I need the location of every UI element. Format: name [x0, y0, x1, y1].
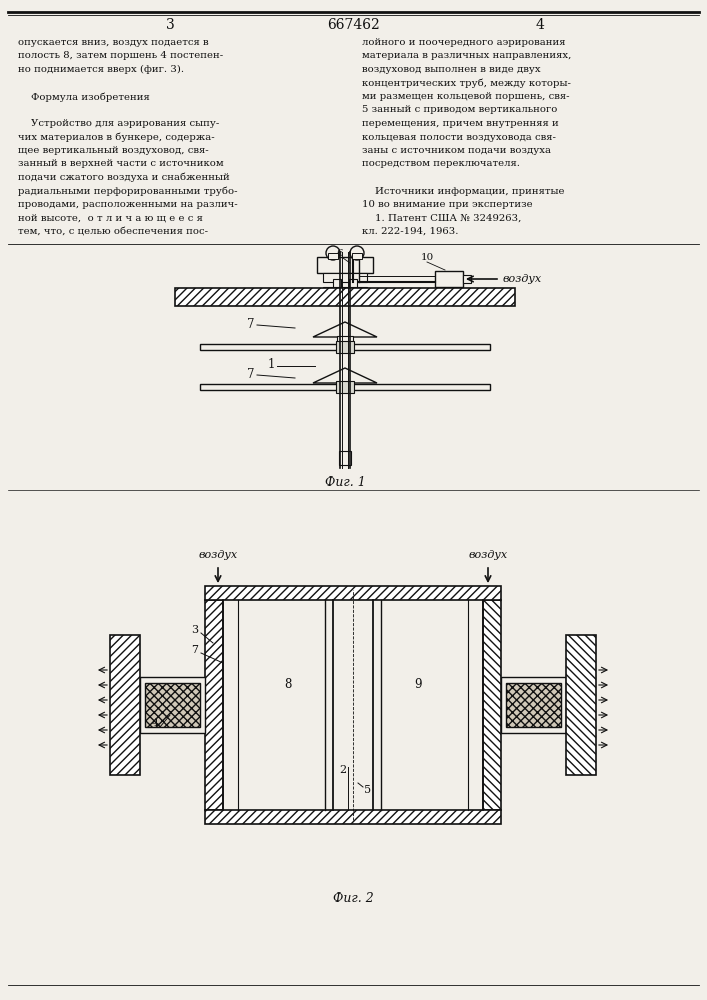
Bar [336, 341, 354, 353]
Text: но поднимается вверх (фиг. 3).: но поднимается вверх (фиг. 3). [18, 65, 184, 74]
Bar [566, 635, 596, 775]
Bar [323, 273, 367, 282]
Text: 1: 1 [268, 358, 275, 370]
Text: 7: 7 [247, 367, 255, 380]
Text: кольцевая полости воздуховода свя-: кольцевая полости воздуховода свя- [362, 132, 556, 141]
Bar [175, 288, 515, 306]
Bar [205, 600, 223, 810]
Text: заны с источником подачи воздуха: заны с источником подачи воздуха [362, 146, 551, 155]
Text: 4: 4 [151, 718, 158, 728]
Bar [323, 287, 367, 294]
Text: материала в различных направлениях,: материала в различных направлениях, [362, 51, 571, 60]
Text: радиальными перфорированными трубо-: радиальными перфорированными трубо- [18, 186, 238, 196]
Text: 9: 9 [414, 678, 422, 692]
Text: 7: 7 [247, 318, 255, 330]
Bar [349, 279, 357, 288]
Bar [328, 253, 338, 259]
Bar [435, 271, 463, 287]
Polygon shape [313, 368, 377, 383]
Text: 3: 3 [192, 625, 199, 635]
Text: Фиг. 2: Фиг. 2 [332, 892, 373, 905]
Bar [333, 279, 341, 288]
Text: воздуховод выполнен в виде двух: воздуховод выполнен в виде двух [362, 65, 541, 74]
Text: концентрических труб, между которы-: концентрических труб, между которы- [362, 79, 571, 88]
Text: 10: 10 [421, 253, 433, 262]
Text: чих материалов в бункере, содержа-: чих материалов в бункере, содержа- [18, 132, 215, 142]
Bar [140, 677, 205, 733]
Text: 8: 8 [284, 678, 292, 692]
Text: занный в верхней части с источником: занный в верхней части с источником [18, 159, 223, 168]
Bar [317, 257, 373, 273]
Text: перемещения, причем внутренняя и: перемещения, причем внутренняя и [362, 119, 559, 128]
Text: Формула изобретения: Формула изобретения [18, 92, 150, 102]
Bar [337, 382, 353, 391]
Text: Источники информации, принятые: Источники информации, принятые [362, 186, 564, 196]
Text: 2: 2 [339, 765, 346, 775]
Text: 667462: 667462 [327, 18, 380, 32]
Text: 3: 3 [165, 18, 175, 32]
Bar [501, 677, 566, 733]
Text: кл. 222-194, 1963.: кл. 222-194, 1963. [362, 227, 459, 236]
Bar [200, 344, 490, 350]
Text: тем, что, с целью обеспечения пос-: тем, что, с целью обеспечения пос- [18, 227, 208, 236]
Text: 6: 6 [337, 249, 344, 258]
Text: 7: 7 [192, 645, 199, 655]
Bar [200, 384, 490, 390]
Text: щее вертикальный воздуховод, свя-: щее вертикальный воздуховод, свя- [18, 146, 209, 155]
Text: ми размещен кольцевой поршень, свя-: ми размещен кольцевой поршень, свя- [362, 92, 570, 101]
Bar [205, 810, 501, 824]
Text: 1. Патент США № 3249263,: 1. Патент США № 3249263, [362, 214, 521, 223]
Text: Устройство для аэрирования сыпу-: Устройство для аэрирования сыпу- [18, 119, 219, 128]
Bar [339, 451, 351, 465]
Bar [110, 635, 140, 775]
Circle shape [350, 246, 364, 260]
Text: 10 во внимание при экспертизе: 10 во внимание при экспертизе [362, 200, 532, 209]
Bar [205, 586, 501, 600]
Text: подачи сжатого воздуха и снабженный: подачи сжатого воздуха и снабженный [18, 173, 230, 182]
Text: Фиг. 1: Фиг. 1 [325, 476, 366, 489]
Bar [337, 336, 353, 345]
Text: проводами, расположенными на различ-: проводами, расположенными на различ- [18, 200, 238, 209]
Bar [352, 253, 362, 259]
Polygon shape [313, 322, 377, 337]
Text: воздух: воздух [199, 550, 238, 560]
Bar [336, 381, 354, 393]
Text: воздух: воздух [503, 274, 542, 284]
Bar [463, 275, 471, 283]
Text: воздух: воздух [469, 550, 508, 560]
Text: ной высоте,  о т л и ч а ю щ е е с я: ной высоте, о т л и ч а ю щ е е с я [18, 214, 203, 223]
Text: 5 занный с приводом вертикального: 5 занный с приводом вертикального [362, 105, 557, 114]
Text: 5: 5 [364, 785, 372, 795]
Circle shape [326, 246, 340, 260]
Text: опускается вниз, воздух подается в: опускается вниз, воздух подается в [18, 38, 209, 47]
Text: посредством переключателя.: посредством переключателя. [362, 159, 520, 168]
Text: лойного и поочередного аэрирования: лойного и поочередного аэрирования [362, 38, 566, 47]
Bar [145, 683, 200, 727]
Bar [506, 683, 561, 727]
Text: полость 8, затем поршень 4 постепен-: полость 8, затем поршень 4 постепен- [18, 51, 223, 60]
Text: 4: 4 [536, 18, 544, 32]
Bar [483, 600, 501, 810]
